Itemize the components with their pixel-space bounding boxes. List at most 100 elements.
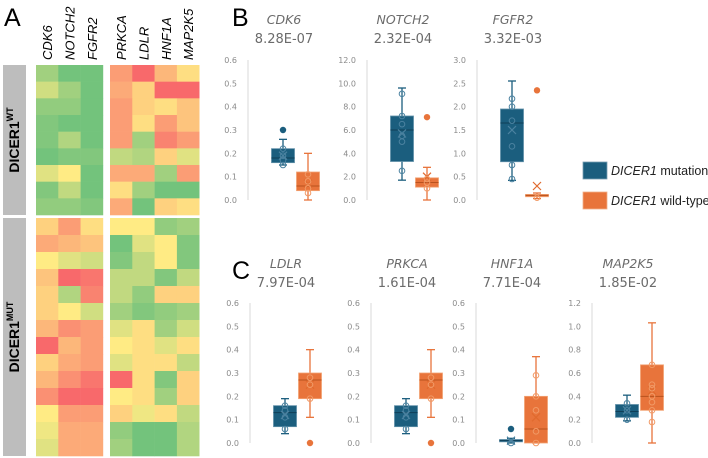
heatmap-cell — [58, 65, 81, 82]
heatmap-cell — [80, 218, 104, 236]
heatmap-cell — [80, 388, 104, 406]
heatmap-cell — [58, 388, 81, 406]
heatmap-cell — [154, 115, 178, 132]
heatmap-cell — [110, 354, 133, 372]
heatmap-cell — [80, 235, 104, 253]
heatmap-cell — [110, 269, 133, 287]
p-value: 1.61E-04 — [378, 276, 436, 291]
heatmap-cell — [36, 148, 59, 166]
y-tick-label: 1.0 — [453, 149, 466, 158]
data-point — [306, 381, 314, 388]
legend: DICER1 mutation DICER1 wild-type — [582, 161, 708, 210]
legend-text: mutation — [657, 164, 708, 178]
y-tick-label: 0.5 — [347, 322, 360, 331]
data-point — [648, 361, 656, 369]
heatmap-cell — [176, 65, 200, 82]
heatmap-cell — [58, 218, 81, 236]
heatmap-cell — [110, 320, 133, 338]
y-tick-label: 0.1 — [452, 416, 465, 425]
heatmap-cell — [80, 439, 104, 457]
y-tick-label: 0.5 — [453, 173, 466, 182]
heatmap-cell — [154, 148, 178, 166]
box-iqr — [419, 372, 443, 400]
data-point — [279, 157, 287, 164]
heatmap-cell — [176, 131, 200, 149]
y-tick-label: 0.0 — [343, 196, 356, 205]
data-point — [623, 400, 631, 407]
heatmap-cell — [132, 252, 155, 270]
data-point — [306, 374, 314, 381]
data-point — [398, 167, 406, 175]
y-tick-label: 2.0 — [453, 103, 466, 112]
column-header-map2k5: MAP2K5 — [181, 8, 196, 60]
heatmap-cell — [176, 303, 200, 321]
y-tick-label: 1.0 — [568, 322, 581, 331]
heatmap-cell — [36, 388, 59, 406]
y-tick-label: 0.2 — [347, 392, 360, 401]
data-point — [648, 384, 656, 392]
y-tick-label: 0.4 — [226, 346, 239, 355]
heatmap-cell — [110, 286, 133, 304]
heatmap-cell — [110, 371, 133, 389]
heatmap-cell — [132, 198, 155, 216]
gene-title: MAP2K5 — [603, 256, 654, 271]
box-plots-panel-b: CDK6 8.28E-07 0.0 0.1 0.2 0.3 0.4 0.5 0.6 NOTCH2 2… — [224, 12, 549, 205]
group-label-bar — [3, 218, 26, 456]
data-point — [304, 185, 312, 192]
data-point — [281, 425, 289, 433]
y-tick-label: 10.0 — [338, 79, 356, 88]
heatmap-cell — [132, 165, 155, 182]
data-point — [508, 117, 516, 124]
data-point — [402, 407, 410, 414]
heatmap-cell — [36, 131, 59, 149]
heatmap-cell — [132, 337, 155, 355]
y-tick-label: 0.0 — [224, 196, 237, 205]
outlier-point — [533, 87, 541, 94]
heatmap-cell — [110, 115, 133, 132]
y-tick-label: 0.6 — [452, 299, 465, 308]
heatmap-cell — [176, 422, 200, 440]
y-tick-label: 8.0 — [343, 103, 356, 112]
legend-label-mutation: DICER1 mutation — [611, 164, 708, 178]
heatmap-cell — [110, 405, 133, 423]
legend-text: wild-type — [657, 194, 708, 208]
legend-italic: DICER1 — [611, 164, 657, 178]
heatmap-cell — [154, 65, 178, 82]
heatmap-cell — [154, 303, 178, 321]
heatmap-cell — [36, 181, 59, 199]
legend-swatch-mutation — [582, 161, 608, 180]
heatmap-cell — [58, 252, 81, 270]
heatmap-cell — [176, 320, 200, 338]
y-tick-label: 0.3 — [452, 369, 465, 378]
data-point — [623, 407, 631, 414]
heatmap-cell — [132, 269, 155, 287]
box-iqr — [296, 171, 320, 192]
heatmap-cell — [36, 439, 59, 457]
heatmap-cell — [132, 131, 155, 149]
data-point — [507, 439, 515, 447]
data-point — [398, 120, 406, 128]
heatmap-cell — [80, 148, 104, 166]
data-point — [508, 143, 516, 150]
heatmap-cell — [80, 165, 104, 182]
y-tick-label: 0.4 — [568, 392, 581, 401]
heatmap-cell — [36, 115, 59, 132]
heatmap-cell — [154, 422, 178, 440]
heatmap-cell — [80, 354, 104, 372]
legend-label-wildtype: DICER1 wild-type — [611, 194, 708, 208]
y-tick-label: 0.0 — [568, 439, 581, 448]
mutation-box — [273, 398, 297, 435]
y-tick-label: 0.3 — [226, 369, 239, 378]
gene-title: FGFR2 — [493, 12, 534, 27]
group-superscript: WT — [5, 107, 15, 121]
p-value: 1.85E-02 — [599, 276, 657, 291]
heatmap-cell — [154, 198, 178, 216]
heatmap-cell — [132, 98, 155, 116]
heatmap-cell — [58, 303, 81, 321]
heatmap-cell — [80, 269, 104, 287]
heatmap-cell — [154, 98, 178, 116]
heatmap-cell — [36, 303, 59, 321]
heatmap-cell — [154, 405, 178, 423]
heatmap-cell — [80, 286, 104, 304]
heatmap-cell — [176, 439, 200, 457]
